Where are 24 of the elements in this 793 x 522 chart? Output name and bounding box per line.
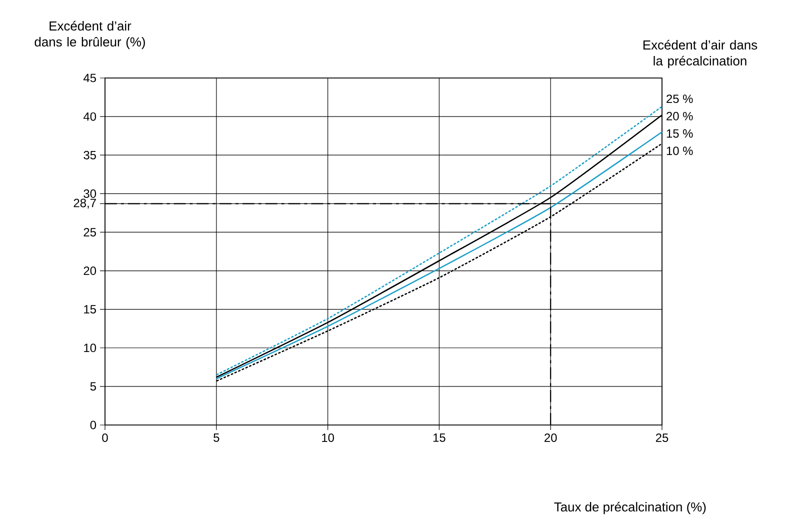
y-tick-label: 0	[90, 420, 96, 430]
y-tick-label: 28,7	[74, 198, 96, 209]
x-tick-label: 5	[214, 434, 220, 442]
series-label: 10 %	[666, 146, 693, 156]
y-tick-label: 20	[84, 266, 96, 275]
y-tick-label: 25	[84, 228, 96, 236]
y-tick-label: 40	[83, 112, 96, 121]
y-axis-title: Excédent d’air dans le brûleur (%)	[34, 20, 145, 50]
series-label: 25 %	[666, 94, 693, 104]
series-label: 15 %	[666, 129, 693, 138]
y-tick-label: 10	[84, 344, 96, 352]
y-tick-label: 35	[84, 150, 96, 160]
x-axis-title: Taux de précalcination (%)	[554, 502, 706, 514]
y-tick-label: 15	[84, 305, 96, 314]
x-tick-label: 10	[322, 434, 334, 442]
y-tick-label: 5	[90, 382, 96, 391]
x-tick-label: 0	[102, 434, 108, 442]
x-tick-label: 25	[656, 434, 668, 442]
legend-title: Excédent d’air dans la précalcination	[643, 40, 758, 68]
x-tick-label: 20	[544, 434, 557, 442]
y-tick-label: 45	[83, 74, 96, 82]
series-label: 20 %	[666, 112, 693, 120]
y-tick-label: 30	[84, 189, 96, 198]
x-tick-label: 15	[433, 434, 446, 442]
